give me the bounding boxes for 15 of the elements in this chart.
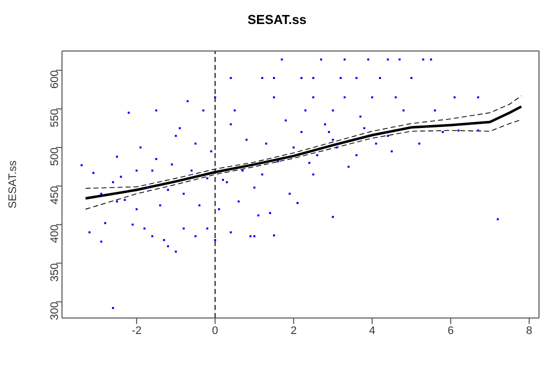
y-tick-label: 500 [48, 147, 61, 166]
y-tick-label: 600 [48, 70, 61, 89]
x-tick-label: 8 [526, 324, 532, 337]
y-tick-label: 300 [48, 302, 61, 320]
x-tick-label: 4 [369, 324, 376, 337]
x-tick-label: 0 [212, 324, 218, 337]
y-axis-title: SESAT.ss [6, 160, 19, 209]
x-tick-label: 2 [290, 324, 297, 337]
y-tick-label: 350 [48, 263, 61, 282]
y-tick-label: 450 [48, 186, 61, 204]
y-tick-label: 400 [48, 224, 61, 243]
x-tick-label: 6 [448, 324, 454, 337]
chart-title: SESAT.ss [246, 11, 308, 29]
y-tick-label: 550 [48, 108, 61, 128]
x-tick-label: -2 [132, 324, 142, 337]
